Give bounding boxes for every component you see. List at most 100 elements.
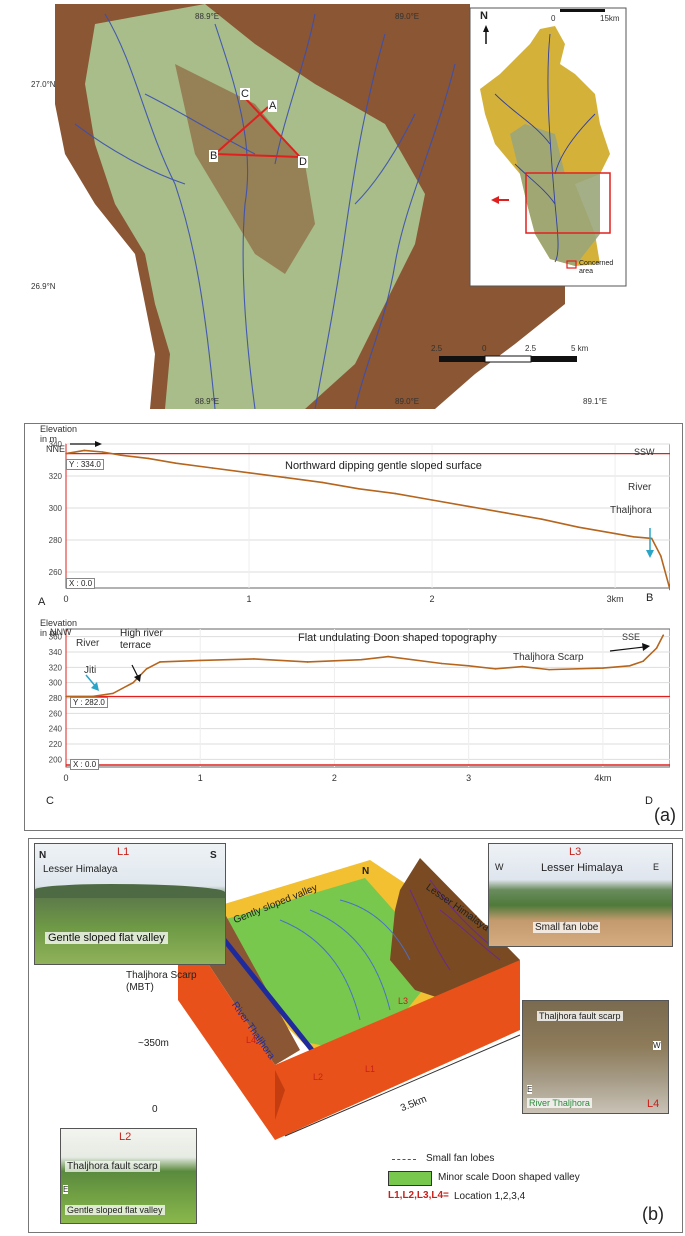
map-lat-1: 27.0°N bbox=[31, 80, 56, 89]
profile-point bbox=[541, 518, 543, 520]
l1-n-label: N bbox=[39, 850, 47, 861]
map-panel: 88.9°E 89.0°E 27.0°N 26.9°N 88.9°E 89.0°… bbox=[31, 4, 630, 410]
map-lon-top-1: 88.9°E bbox=[195, 12, 220, 21]
profile-point bbox=[662, 634, 665, 636]
x-tick-label: 4km bbox=[594, 773, 611, 783]
profile-point bbox=[650, 537, 653, 540]
y-tick-label: 320 bbox=[49, 472, 63, 481]
relief-map bbox=[55, 4, 630, 410]
profile-point bbox=[211, 467, 214, 469]
l1-s-label: S bbox=[210, 850, 217, 861]
profile-point bbox=[521, 665, 524, 668]
cd-scarp-label: Thaljhora Scarp bbox=[513, 652, 584, 663]
profile-point bbox=[199, 659, 202, 662]
profile-point bbox=[467, 505, 470, 508]
y-tick-label: 340 bbox=[49, 648, 63, 657]
l2-e-label: E bbox=[63, 1185, 69, 1194]
y-tick-label: 300 bbox=[49, 679, 63, 688]
block-panel bbox=[28, 838, 683, 1233]
cd-river-name: Jiti bbox=[84, 665, 97, 676]
photo-l4: Thaljhora fault scarp W E River Thaljhor… bbox=[522, 1000, 669, 1114]
y-tick-label: 220 bbox=[49, 740, 63, 749]
profile-point bbox=[494, 668, 497, 670]
y-tick-label: 320 bbox=[49, 663, 63, 672]
profile-point bbox=[83, 449, 86, 452]
panel-a-label: (a) bbox=[654, 805, 676, 825]
scarp-arrow-head bbox=[642, 643, 650, 651]
profile-point bbox=[101, 451, 104, 453]
x-tick-label: 1 bbox=[198, 773, 203, 783]
thaljhora-arrow-head bbox=[646, 550, 654, 558]
x-tick-label: 3 bbox=[466, 773, 471, 783]
cd-terrace-label: High river terrace bbox=[120, 628, 163, 651]
cd-right-dir: SSE bbox=[622, 632, 641, 642]
profile-point bbox=[467, 665, 470, 667]
block-diagram bbox=[178, 858, 521, 1140]
map-lon-bottom-3: 89.1°E bbox=[583, 397, 608, 406]
terrace-arrow bbox=[131, 664, 139, 678]
y-tick-label: 300 bbox=[49, 504, 63, 513]
ab-ref-label: Y : 334.0 bbox=[66, 459, 104, 470]
inset-legend-label: Concerned area bbox=[579, 260, 614, 275]
scale-label-2: 0 bbox=[482, 344, 487, 353]
l1-title: Lesser Himalaya bbox=[43, 864, 118, 875]
ab-start: A bbox=[38, 596, 46, 608]
profile-point bbox=[655, 647, 658, 649]
y-tick-label: 340 bbox=[49, 440, 63, 449]
profile-point bbox=[175, 462, 177, 464]
photo-l3: L3 W E Lesser Himalaya Small fan lobe bbox=[488, 843, 673, 947]
l4-e-label: E bbox=[527, 1085, 533, 1094]
x-tick-label: 3km bbox=[607, 594, 624, 604]
point-d: D bbox=[298, 156, 308, 168]
l4-loc-label: L4 bbox=[647, 1098, 660, 1110]
loc-label-l1: L1 bbox=[365, 1064, 376, 1074]
legend-doon-label: Minor scale Doon shaped valley bbox=[438, 1172, 580, 1183]
profile-point bbox=[504, 512, 507, 514]
y-tick-label: 280 bbox=[49, 536, 63, 545]
ab-left-dir: NNE bbox=[46, 444, 66, 454]
ab-title: Northward dipping gentle sloped surface bbox=[285, 460, 482, 472]
y-tick-label: 260 bbox=[49, 568, 63, 577]
profile-point bbox=[669, 588, 670, 591]
scale-label-4: 5 km bbox=[571, 344, 589, 353]
scarp-arrow bbox=[609, 646, 645, 652]
profile-ab-chart: 340 320 300 280 260 0 1 2 3km bbox=[49, 440, 670, 604]
cd-start: C bbox=[46, 795, 54, 807]
profile-point bbox=[394, 492, 397, 495]
scale-label-1: 2.5 bbox=[431, 344, 443, 353]
l3-w-label: W bbox=[495, 862, 504, 872]
y-tick-label: 200 bbox=[49, 755, 63, 764]
elev-top-label: ~350m bbox=[138, 1038, 169, 1049]
x-tick-label: 0 bbox=[63, 773, 68, 783]
plot-frame bbox=[65, 443, 670, 589]
profile-point bbox=[65, 695, 67, 698]
scarp-label: Thaljhora Scarp (MBT) bbox=[126, 970, 197, 993]
profile-point bbox=[660, 555, 662, 557]
l1-loc-label: L1 bbox=[117, 846, 130, 858]
ab-river-name: Thaljhora bbox=[610, 505, 652, 516]
profile-point bbox=[577, 526, 580, 528]
legend-fan-label: Small fan lobes bbox=[426, 1153, 495, 1164]
legend-doon-swatch bbox=[388, 1171, 432, 1186]
x-tick-label: 0 bbox=[63, 594, 68, 604]
point-a: A bbox=[268, 100, 278, 112]
l2-caption-bottom: Gentle sloped flat valley bbox=[65, 1205, 165, 1215]
terrace-arrow-head bbox=[134, 674, 141, 682]
profile-point bbox=[602, 667, 604, 669]
loc-label-l3: L3 bbox=[398, 996, 409, 1006]
map-lon-top-2: 89.0°E bbox=[395, 12, 420, 21]
l1-mountain bbox=[35, 884, 225, 898]
photo-l1: L1 N S Lesser Himalaya Gentle sloped fla… bbox=[34, 843, 226, 965]
ab-right-dir: SSW bbox=[634, 447, 655, 457]
l3-loc-label: L3 bbox=[569, 846, 582, 858]
profile-point bbox=[147, 457, 150, 460]
y-tick-label: 260 bbox=[49, 709, 63, 718]
scale-label-3: 2.5 bbox=[525, 344, 537, 353]
profile-point bbox=[306, 661, 309, 663]
x-tick-label: 1 bbox=[247, 594, 252, 604]
l4-w-label: W bbox=[653, 1041, 661, 1050]
ab-end: B bbox=[646, 592, 654, 604]
y-tick-label: 280 bbox=[49, 694, 63, 703]
map-lon-bottom-2: 89.0°E bbox=[395, 397, 420, 406]
